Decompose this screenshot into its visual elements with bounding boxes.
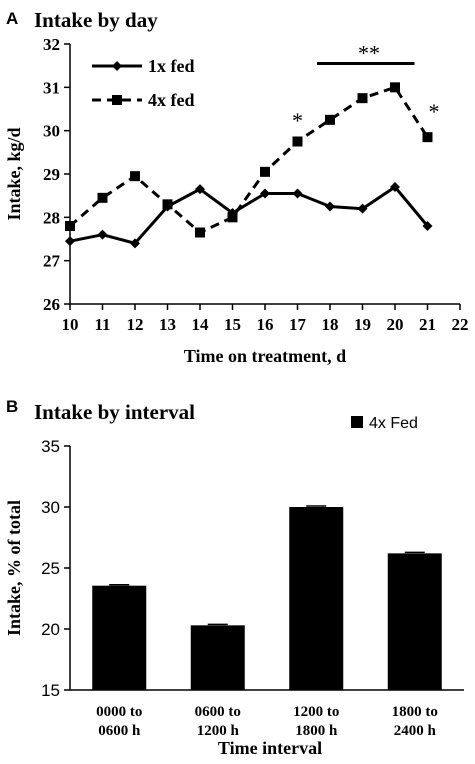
panel-b-bars (92, 505, 442, 690)
point-1x-fed (357, 203, 368, 214)
panel-a-title: Intake by day (34, 8, 158, 32)
panel-a-annotations: * *** (292, 41, 440, 133)
a-x-tick-label: 10 (62, 315, 79, 334)
point-1x-fed (260, 188, 270, 199)
b-x-tick-label: 0000 to (96, 704, 142, 720)
b-y-tick-label: 20 (41, 620, 60, 639)
point-4x-fed (422, 132, 433, 143)
point-4x-fed (65, 221, 75, 231)
significance-marker: ** (358, 41, 380, 66)
panel-a-x-ticks: 10 11 12 13 14 15 16 17 18 19 20 21 22 (62, 304, 469, 334)
point-1x-fed (97, 229, 108, 240)
bar-interval-2 (190, 625, 245, 690)
b-x-tick-label: 2400 h (394, 723, 437, 739)
panel-a-y-axis-label: Intake, kg/d (4, 127, 24, 220)
legend-1x-label: 1x fed (148, 56, 195, 76)
point-1x-fed (130, 238, 140, 249)
legend-4x-label: 4x fed (148, 90, 195, 110)
series-1x-line (69, 185, 429, 245)
a-x-tick-label: 18 (322, 315, 339, 334)
b-x-tick-label: 0600 h (98, 723, 141, 739)
b-x-tick-label: 1200 to (293, 704, 339, 720)
a-y-tick-label: 29 (43, 165, 60, 184)
panel-b-y-ticks: 15 20 25 30 35 (41, 437, 70, 700)
point-1x-fed (390, 182, 400, 192)
b-x-tick-label: 0600 to (195, 704, 241, 720)
panel-b-y-axis-label: Intake, % of total (4, 500, 24, 636)
a-y-tick-label: 30 (43, 122, 60, 141)
point-4x-fed (260, 166, 270, 177)
bar-interval-3 (289, 507, 344, 690)
panel-a-series (65, 82, 433, 249)
legend-4x-fed-label: 4x Fed (369, 415, 418, 432)
a-x-tick-label: 12 (127, 315, 144, 334)
panel-b-x-tick-labels: 0000 to 0600 h 0600 to 1200 h 1200 to 1800 h 1… (96, 704, 438, 739)
point-4x-fed (162, 199, 173, 210)
point-4x-fed (195, 227, 205, 238)
a-y-tick-label: 32 (43, 35, 60, 54)
panel-a-legend: 1x fed 4x fed (92, 56, 195, 110)
panel-a-x-axis-label: Time on treatment, d (184, 346, 346, 366)
a-x-tick-label: 14 (192, 315, 210, 334)
point-4x-fed (292, 136, 303, 147)
panel-b-title: Intake by interval (34, 400, 195, 424)
legend-4x-marker (112, 95, 122, 105)
a-x-tick-label: 22 (452, 315, 469, 334)
point-1x-fed (422, 221, 433, 231)
point-1x-fed (325, 201, 335, 212)
panel-a-y-ticks: 26 27 28 29 30 31 32 (43, 35, 70, 314)
b-y-tick-label: 25 (41, 559, 60, 578)
point-4x-fed (97, 192, 108, 203)
legend-1x-marker (112, 61, 122, 71)
point-4x-fed (227, 212, 238, 223)
point-4x-fed (357, 93, 368, 104)
b-x-tick-label: 1200 h (197, 723, 240, 739)
bar-interval-4 (387, 553, 442, 690)
b-y-tick-label: 15 (41, 681, 60, 700)
significance-marker: * (429, 99, 440, 124)
a-y-tick-label: 31 (43, 78, 60, 97)
point-4x-fed (130, 171, 140, 182)
panel-b-legend: 4x Fed (351, 415, 418, 432)
panel-b-x-axis-label: Time interval (218, 738, 322, 758)
a-y-tick-label: 28 (43, 208, 60, 227)
a-x-tick-label: 13 (159, 315, 176, 334)
legend-4x-fed-swatch (351, 416, 363, 428)
a-x-tick-label: 16 (257, 315, 274, 334)
point-4x-fed (325, 114, 335, 125)
b-y-tick-label: 35 (41, 437, 60, 456)
a-x-tick-label: 21 (419, 315, 436, 334)
b-x-tick-label: 1800 to (392, 704, 438, 720)
a-x-tick-label: 19 (354, 315, 371, 334)
a-y-tick-label: 26 (43, 295, 60, 314)
point-1x-fed (292, 188, 303, 199)
point-1x-fed (65, 236, 75, 247)
bar-interval-1 (92, 585, 147, 690)
b-x-tick-label: 1800 h (295, 723, 338, 739)
b-y-tick-label: 30 (41, 498, 60, 517)
a-y-tick-label: 27 (43, 252, 61, 271)
a-x-tick-label: 20 (387, 315, 404, 334)
a-x-tick-label: 15 (224, 315, 241, 334)
a-x-tick-label: 11 (94, 315, 110, 334)
panel-b-label: B (6, 397, 18, 416)
a-x-tick-label: 17 (289, 315, 307, 334)
significance-marker: * (292, 108, 303, 133)
point-1x-fed (195, 184, 205, 195)
panel-a-label: A (6, 9, 18, 28)
series-4x-line (69, 85, 429, 234)
point-4x-fed (390, 82, 400, 93)
